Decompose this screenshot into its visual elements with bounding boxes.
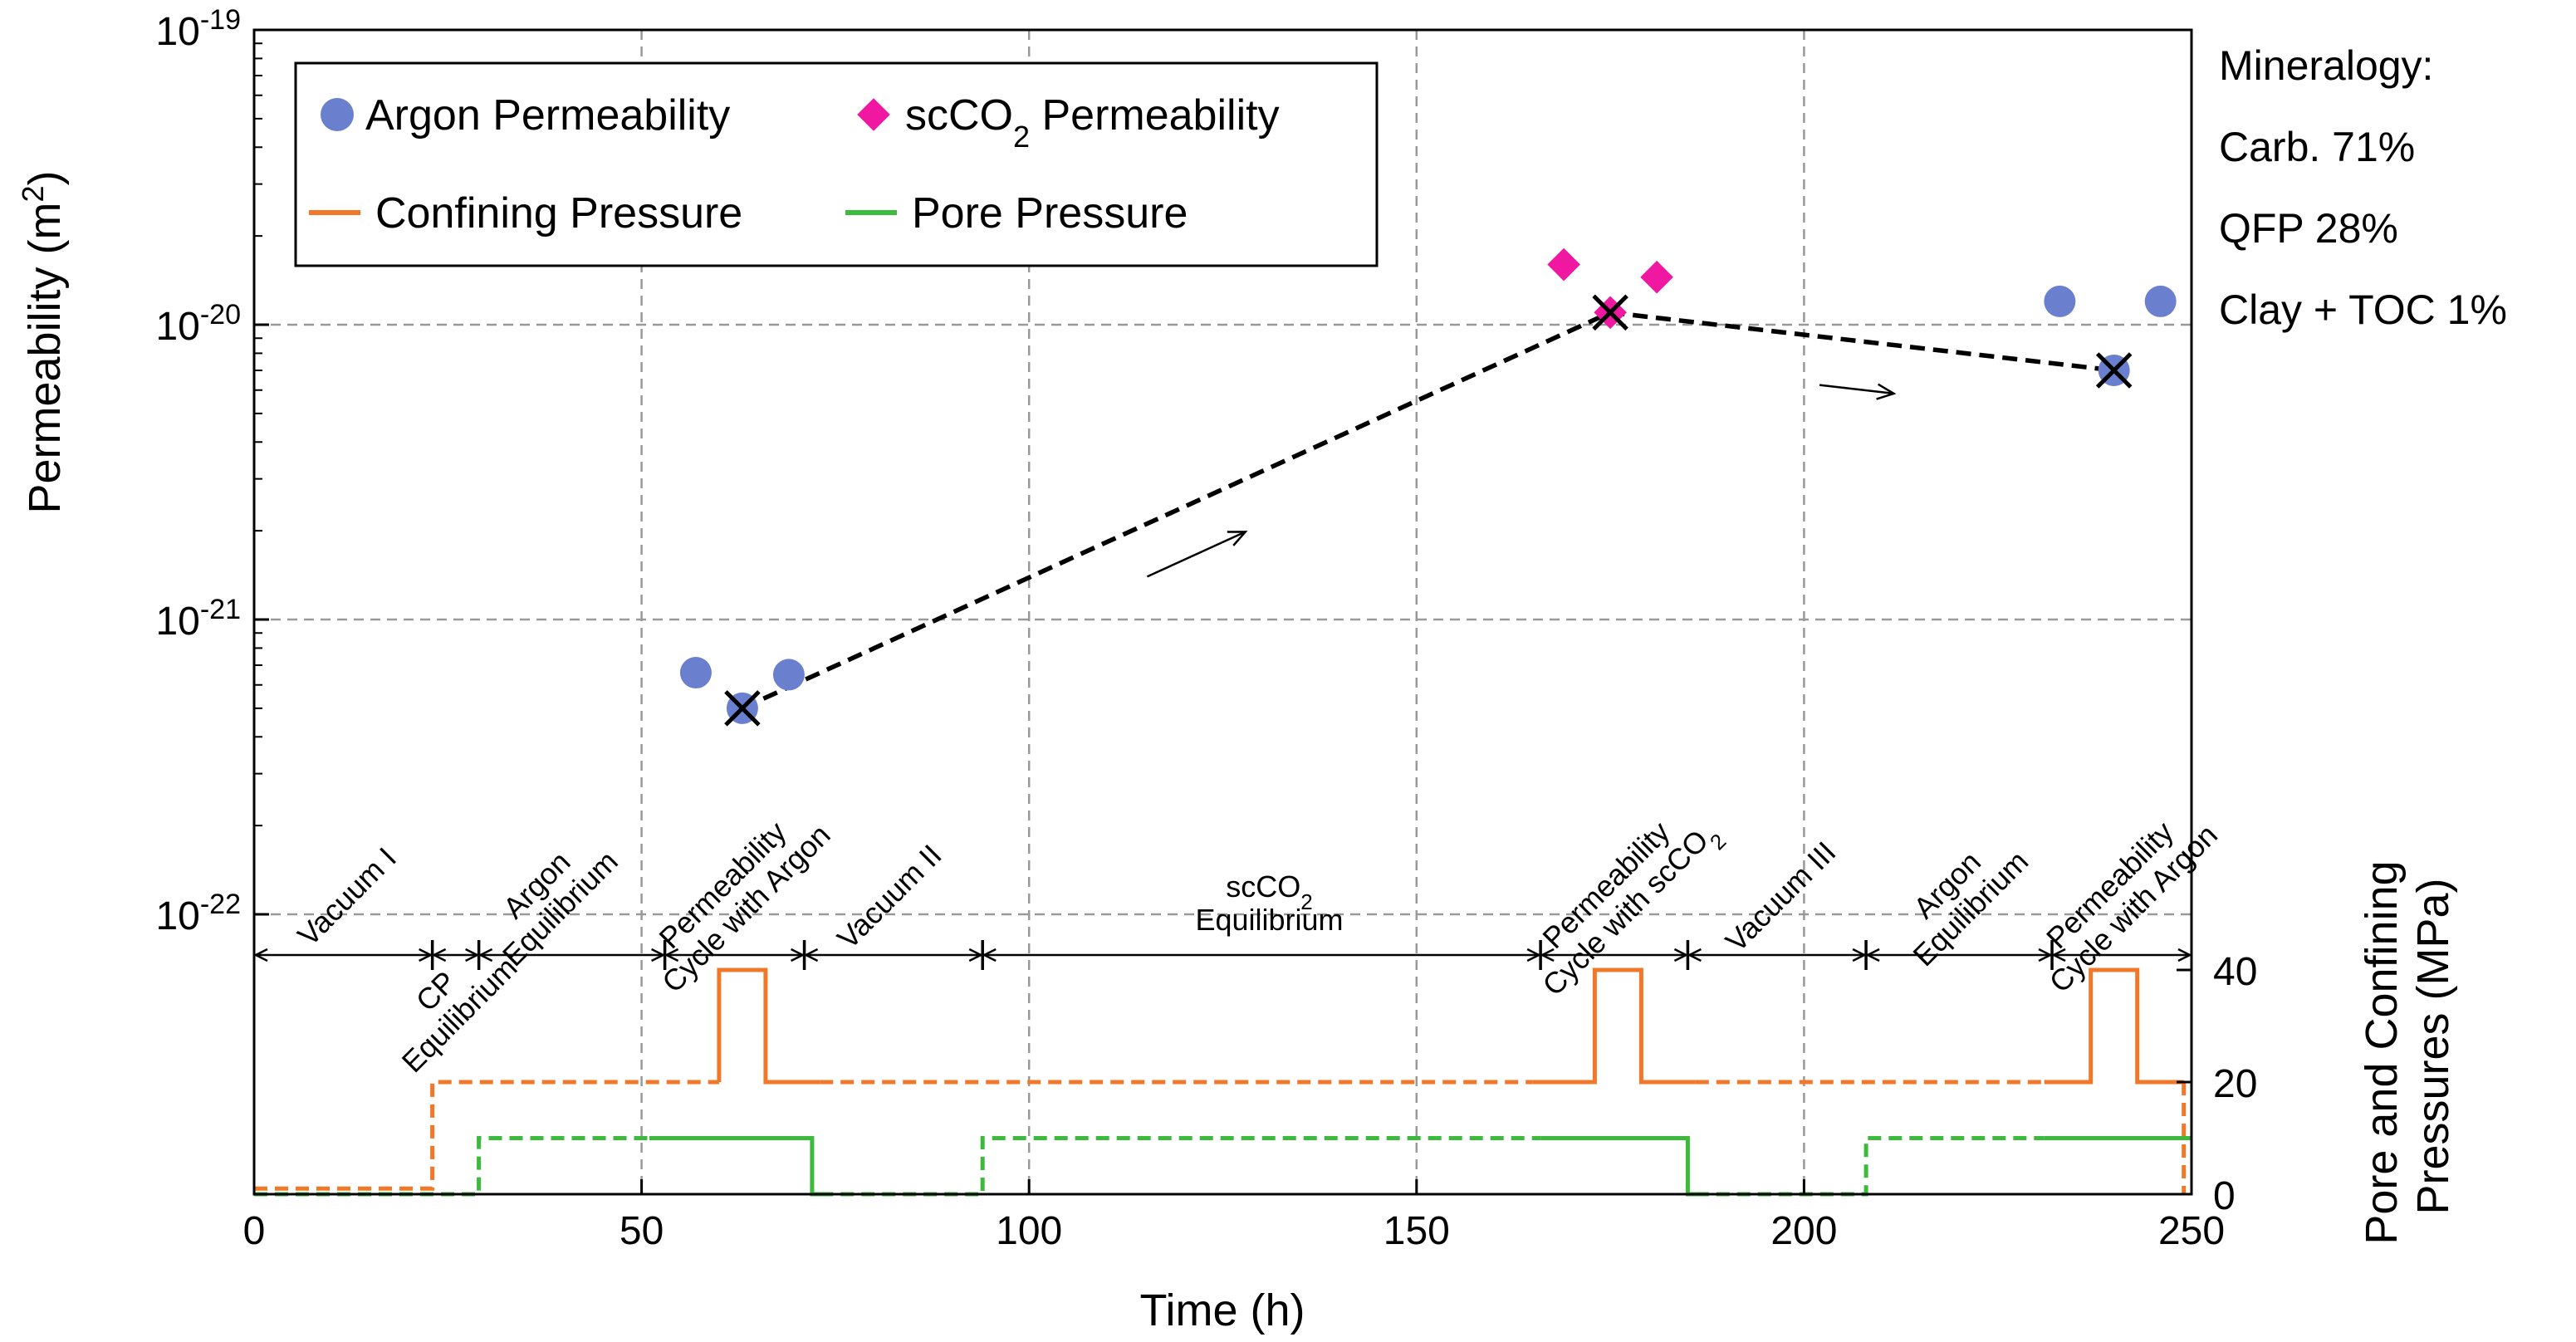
phase-arrowhead [2038,948,2053,962]
argon-permeability-point [772,659,805,691]
argon-permeability-point [2144,285,2177,317]
phase-arrowhead [477,948,493,962]
phase-arrowhead [1852,948,1867,962]
trend-dashed-line [741,310,2115,711]
phase-arrowhead [1673,948,1689,962]
trend-point-x-marker [2095,352,2133,389]
trend-direction-arrow [1819,384,1894,395]
pore-pressure-segment [1540,1136,1696,1197]
phase-arrowhead [431,948,447,962]
phase-arrowhead [2051,948,2066,962]
phase-label-vacuum-1: Vacuum I [291,840,403,953]
legend-argon-marker [321,98,354,131]
grid-lines [254,30,2192,1194]
x-axis-title: Time (h) [1140,1286,1305,1335]
pressure-curves [254,967,2192,1197]
y2-tick-label: 20 [2213,1062,2257,1106]
confining-pressure-segment [254,1080,719,1191]
x-tick-label: 100 [996,1209,1062,1253]
data-points [679,247,2177,727]
mineralogy-line: Clay + TOC 1% [2219,287,2507,333]
phase-arrowhead [664,948,679,962]
y-tick-exponent: -21 [200,594,241,625]
pore-pressure-segment [1695,1136,2045,1197]
phase-arrowhead [419,948,433,962]
phase-label-line: Vacuum II [830,838,948,956]
phase-arrowhead [803,948,819,962]
phase-arrowhead [651,948,666,962]
y-axis-title: Permeability (m2) [16,170,71,513]
trend-arrowhead [1876,383,1897,400]
confining-pressure-segment [1532,967,1696,1085]
plot-frame [252,28,2193,1196]
phase-arrowhead [791,948,806,962]
y-tick-exponent: -22 [200,889,241,920]
x-tick-label: 200 [1770,1209,1837,1253]
x-tick-label: 150 [1383,1209,1450,1253]
y2-axis-title-line2: Pressures (MPa) [2408,878,2458,1214]
phase-label-vacuum-2: Vacuum II [830,838,948,956]
x-tick-label: 250 [2158,1209,2225,1253]
phase-label-vacuum-3: Vacuum III [1719,835,1843,958]
trend-point-x-marker [724,690,761,727]
pore-pressure-segment [820,1136,1541,1197]
phase-label-line: Equilibrium [1195,903,1343,937]
y2-tick-label: 0 [2213,1174,2236,1218]
phase-label-line: Vacuum I [291,840,403,953]
legend-sco2-label: scCO2 Permeability [905,91,1280,154]
phase-label-line: Vacuum III [1719,835,1843,958]
y2-axis-title: Pore and Confining Pressures (MPa) [2357,848,2458,1244]
x-tick-label: 50 [620,1209,664,1253]
legend-confining-label: Confining Pressure [375,189,742,238]
mineralogy-block: Mineralogy: Carb. 71% QFP 28% Clay + TOC 1% [2219,42,2507,333]
y-tick-exponent: -19 [200,4,241,36]
phase-label-line: Equilibrium [395,950,524,1079]
y-tick-label: 10-21 [155,594,241,644]
pore-pressure-segment [649,1136,820,1197]
legend-pore-label: Pore Pressure [912,189,1188,238]
phase-arrowhead [1687,948,1702,962]
y-tick-label: 10-20 [155,299,241,349]
y-tick-exponent: -20 [200,299,241,331]
trend-direction-arrow [1146,531,1246,578]
legend-box [294,61,1379,267]
sco2-permeability-point [1547,247,1580,282]
phase-arrowhead [1540,948,1555,962]
mineralogy-line: Carb. 71% [2219,124,2415,170]
y2-axis-title-line1: Pore and Confining [2357,860,2407,1244]
phase-arrowhead [253,948,268,962]
phase-arrowhead [982,948,997,962]
phase-arrowhead [1526,948,1541,962]
trend-point-x-marker [1592,294,1628,331]
legend-argon-label: Argon Permeability [365,91,730,140]
sco2-permeability-point [1640,260,1673,294]
phase-label-subscript: 2 [1705,829,1731,855]
confining-pressure-segment [2044,967,2184,1085]
y-tick-label: 10-19 [155,4,241,54]
phase-arrowhead [968,948,984,962]
x-tick-label: 0 [243,1209,266,1253]
mineralogy-line: Mineralogy: [2219,42,2433,89]
y-tick-label: 10-22 [155,889,241,938]
argon-permeability-point [679,657,712,689]
y2-tick-label: 40 [2213,950,2257,994]
argon-permeability-point [2044,285,2076,317]
phase-arrowhead [1865,948,1880,962]
confining-pressure-segment [717,967,820,1085]
legend: Argon Permeability scCO2 Permeability Co… [294,61,1379,267]
phase-arrowhead [465,948,480,962]
mineralogy-line: QFP 28% [2219,205,2398,252]
phase-arrowhead [2177,948,2192,962]
phase-label-subscript: 2 [1300,889,1312,914]
trend-arrowhead [1227,531,1248,546]
trend-line [741,310,2115,711]
pore-pressure-segment [254,1136,649,1197]
